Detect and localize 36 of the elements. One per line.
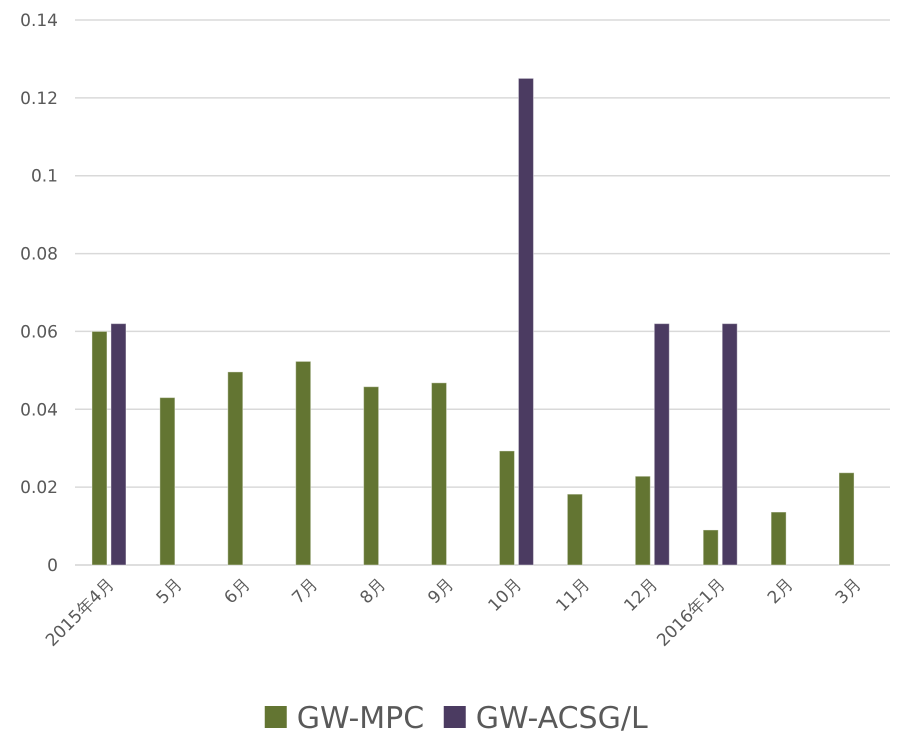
y-tick-label: 0.08 [20,244,58,265]
y-tick-label: 0.04 [20,400,58,420]
x-tick-label: 9月 [424,574,458,608]
bar [363,386,380,566]
y-tick-label: 0.14 [20,11,58,31]
bar [227,371,244,566]
bar [91,330,108,566]
y-tick-label: 0.02 [20,478,58,498]
bar [566,494,583,566]
x-tick-label: 12月 [620,574,662,616]
legend-label: GW-ACSG/L [476,701,648,736]
x-tick-label: 2月 [764,574,798,608]
bar [159,397,176,566]
x-tick-label: 11月 [552,574,594,616]
x-tick-label: 5月 [152,574,186,608]
bar [770,512,787,566]
x-tick-label: 3月 [832,574,866,608]
bar [110,323,126,566]
x-tick-label: 7月 [288,574,322,608]
y-tick-label: 0 [47,556,58,576]
x-tick-label: 8月 [356,574,390,608]
y-tick-label: 0.12 [20,88,58,109]
legend-label: GW-MPC [296,701,424,736]
bar [702,529,719,566]
bar [431,382,448,566]
bar [498,450,515,566]
bar [634,476,651,566]
bar [838,472,855,566]
y-tick-label: 0.06 [20,322,58,342]
x-tick-label: 10月 [484,574,526,616]
x-tick-label: 6月 [220,574,254,608]
bar [654,323,670,566]
bar [722,323,738,566]
y-tick-label: 0.1 [30,166,58,187]
bar [518,78,534,566]
bar [295,360,312,566]
